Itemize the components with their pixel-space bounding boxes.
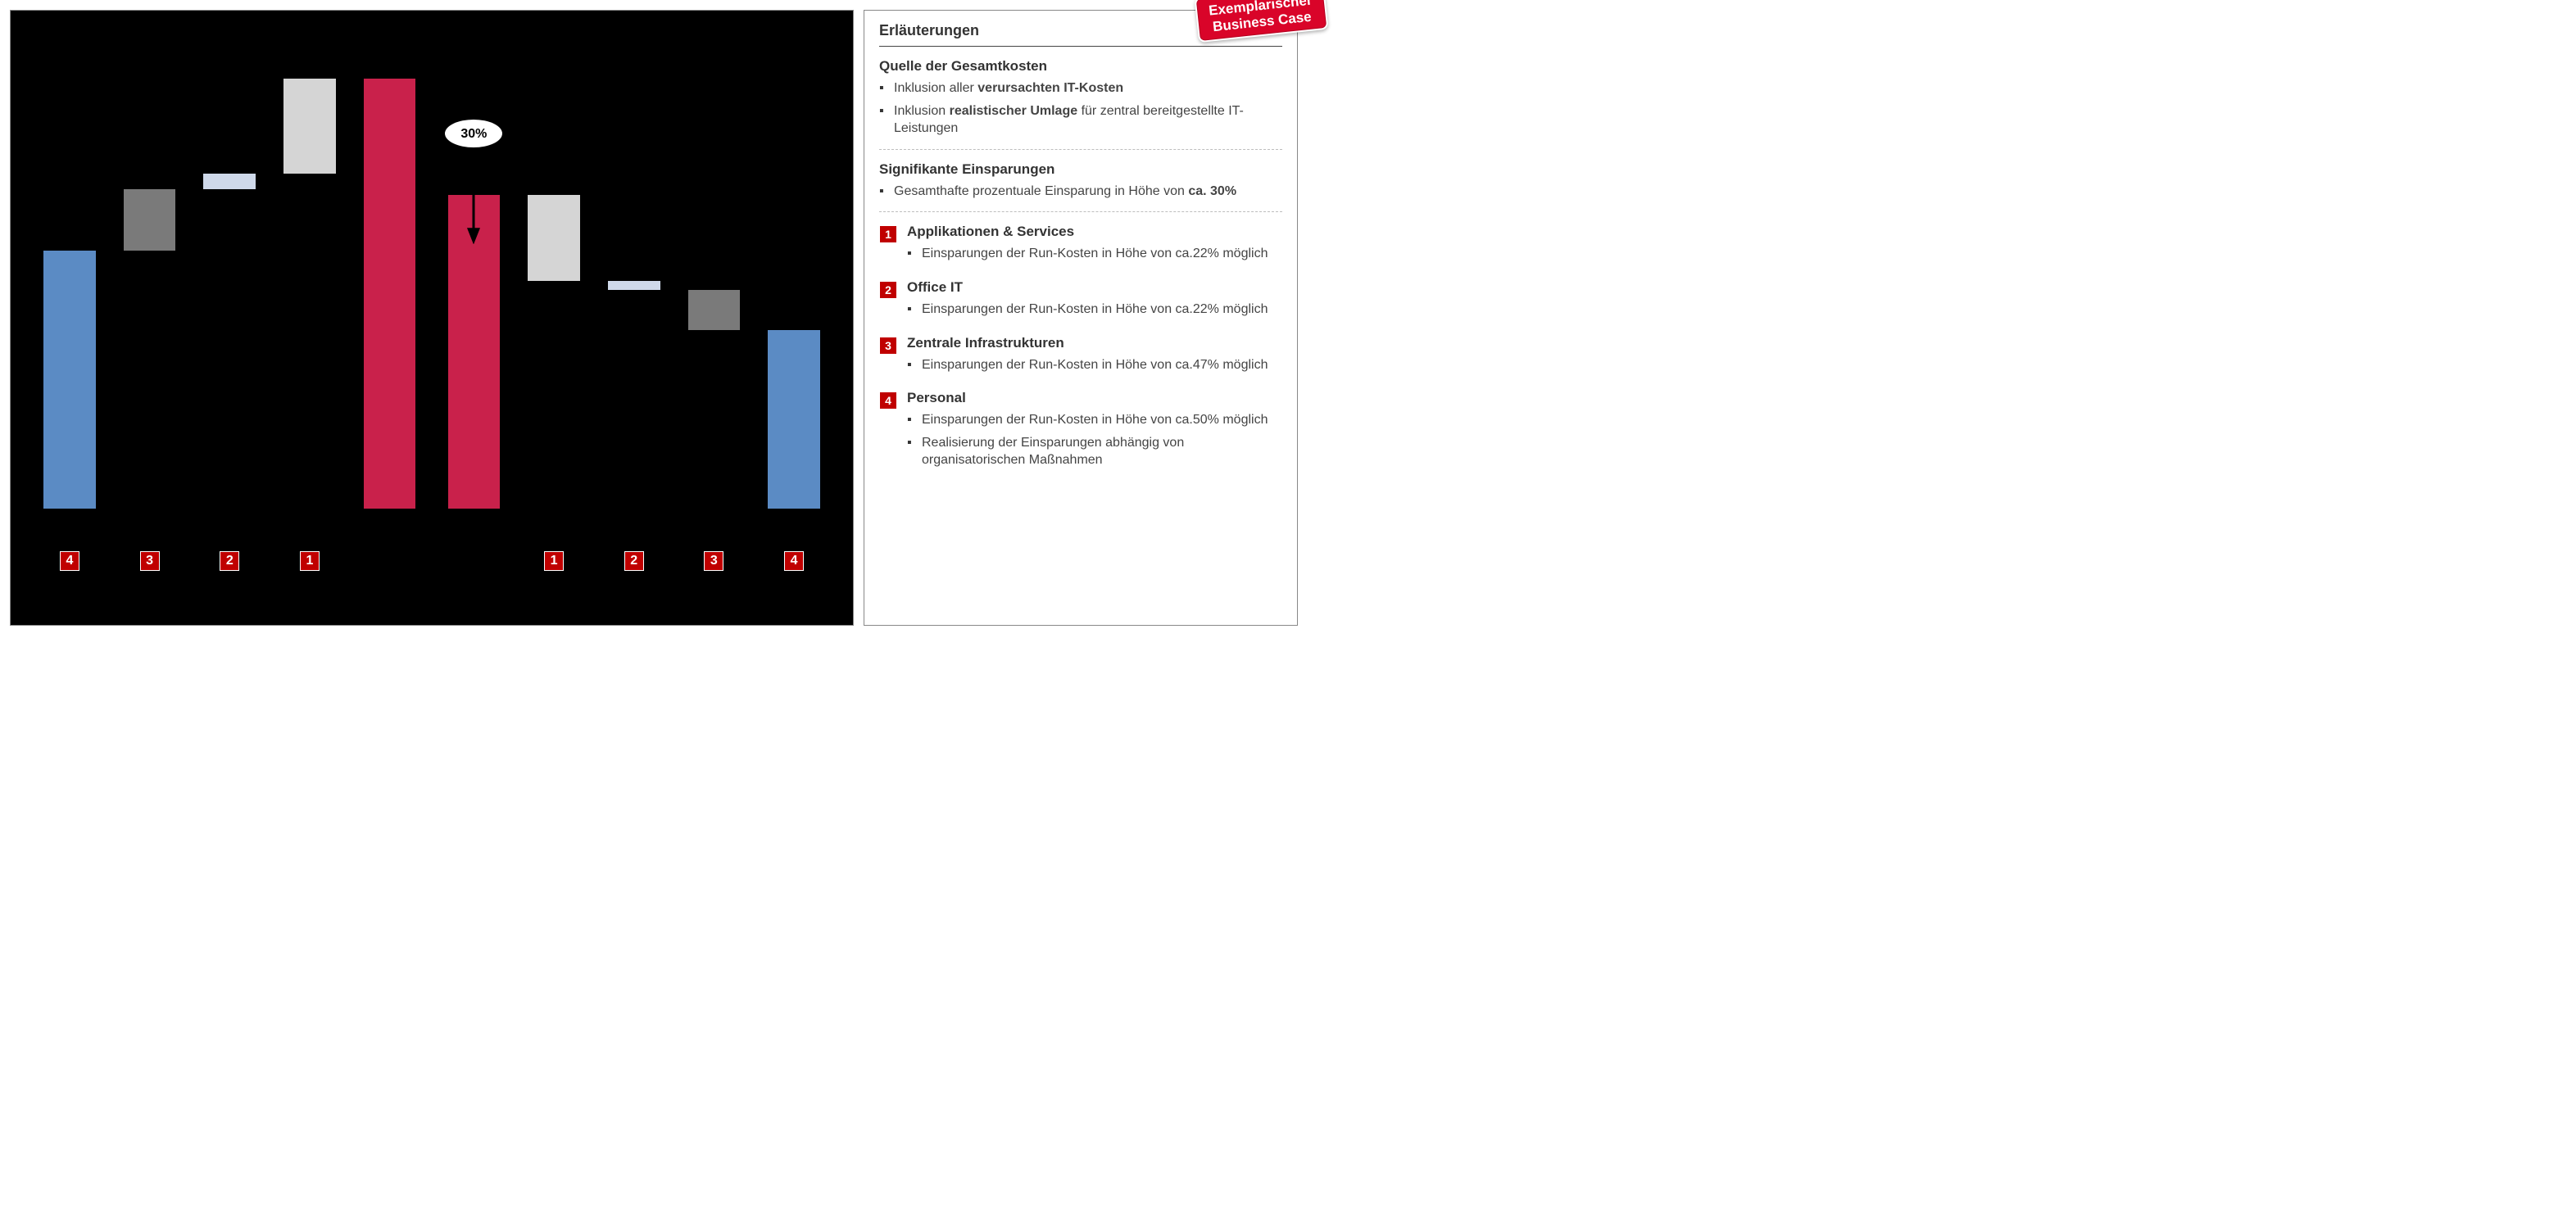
bullet-item: Gesamthafte prozentuale Einsparung in Hö…: [879, 183, 1282, 201]
category-number-badge: 4: [879, 391, 897, 410]
explanation-section: Signifikante Einsparungen Gesamthafte pro…: [879, 150, 1282, 201]
bullet-item: Inklusion aller verursachten IT-Kosten: [879, 79, 1282, 97]
root-container: 30% 4 3 2 1 1 2 3 4 ExemplarischerBusiness Case …: [10, 10, 1298, 626]
bullet-item: Inklusion realistischer Umlage für zentr…: [879, 102, 1282, 138]
category-number-badge: 4: [784, 551, 804, 571]
category-number-badge: 1: [544, 551, 564, 571]
bullet-item: Einsparungen der Run-Kosten in Höhe von …: [907, 411, 1282, 429]
section-title: Personal: [907, 390, 1282, 406]
explanation-panel: ExemplarischerBusiness Case Erläuterunge…: [864, 10, 1298, 626]
section-title: Signifikante Einsparungen: [879, 161, 1282, 178]
category-number-badge: 1: [300, 551, 320, 571]
bullet-item: Einsparungen der Run-Kosten in Höhe von …: [907, 356, 1282, 374]
category-number-badge: 2: [624, 551, 644, 571]
chart-bar: [688, 290, 741, 330]
numbered-section: 3 Zentrale Infrastrukturen Einsparungen de…: [879, 324, 1282, 379]
category-number-badge: 4: [60, 551, 79, 571]
bullet-item: Einsparungen der Run-Kosten in Höhe von …: [907, 301, 1282, 319]
section-title: Zentrale Infrastrukturen: [907, 335, 1282, 351]
section-title: Office IT: [907, 279, 1282, 296]
chart-panel: 30% 4 3 2 1 1 2 3 4: [10, 10, 854, 626]
category-number-badge: 3: [704, 551, 723, 571]
chart-bar: [43, 251, 96, 509]
category-number-badge: 2: [879, 281, 897, 299]
explanation-section: Quelle der Gesamtkosten Inklusion aller v…: [879, 47, 1282, 138]
numbered-section: 4 Personal Einsparungen der Run-Kosten in …: [879, 378, 1282, 474]
section-title: Quelle der Gesamtkosten: [879, 58, 1282, 75]
chart-bar: [448, 195, 501, 509]
category-number-badge: 1: [879, 225, 897, 243]
chart-bar: [283, 79, 336, 174]
bullet-item: Realisierung der Einsparungen abhängig v…: [907, 434, 1282, 469]
category-number-badge: 3: [140, 551, 160, 571]
numbered-section: 1 Applikationen & Services Einsparungen de…: [879, 212, 1282, 268]
chart-bar: [528, 195, 580, 281]
numbered-section: 2 Office IT Einsparungen der Run-Kosten in…: [879, 268, 1282, 324]
section-title: Applikationen & Services: [907, 224, 1282, 240]
chart-bar: [608, 281, 660, 290]
chart-bar: [124, 189, 176, 251]
waterfall-chart: 30% 4 3 2 1 1 2 3 4: [11, 11, 853, 625]
category-number-badge: 3: [879, 337, 897, 355]
chart-bar: [364, 79, 416, 509]
chart-bar: [768, 330, 820, 509]
savings-percentage-badge: 30%: [444, 119, 503, 148]
bullet-item: Einsparungen der Run-Kosten in Höhe von …: [907, 245, 1282, 263]
chart-bar: [203, 174, 256, 189]
category-number-badge: 2: [220, 551, 239, 571]
